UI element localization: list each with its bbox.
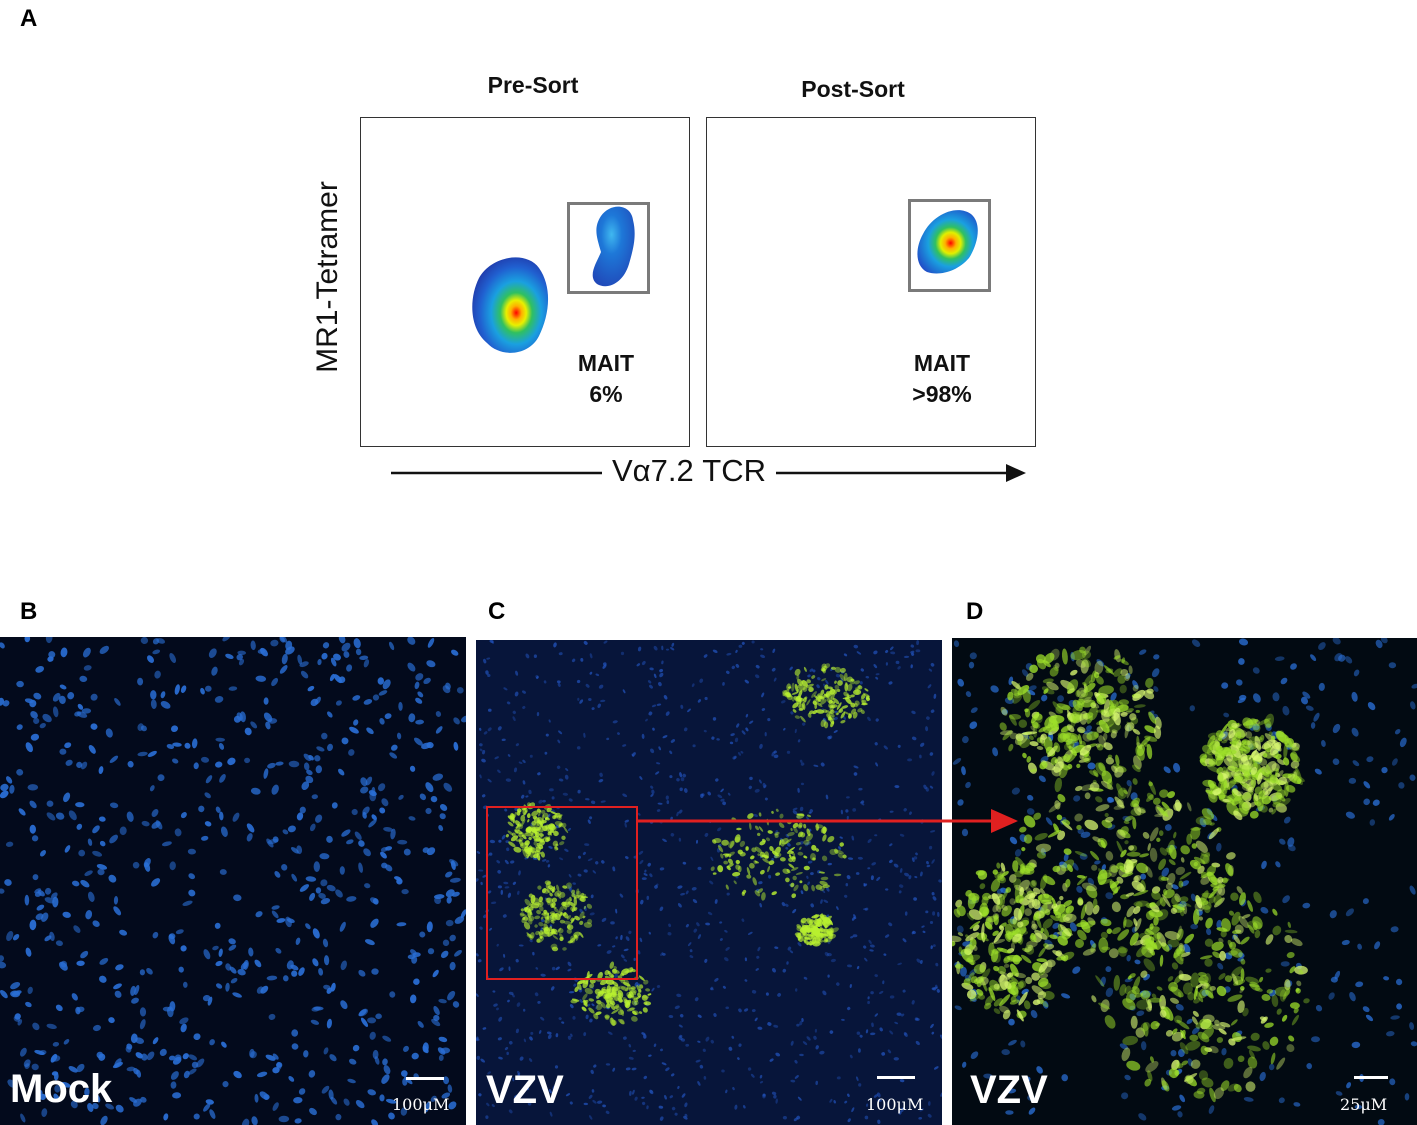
mock-micrograph: Mock 100μM: [0, 637, 466, 1125]
post-sort-density: [917, 210, 978, 274]
pre-sort-density: [472, 206, 635, 353]
mait-population: [592, 206, 635, 287]
vzv-low-label: VZV: [486, 1068, 564, 1112]
post-sort-gate: [908, 199, 991, 292]
mock-scale-bar: [406, 1077, 444, 1080]
pre-sort-title: Pre-Sort: [487, 72, 579, 98]
vzv-low-scale-text: 100μM: [866, 1095, 924, 1114]
x-axis-label: Vα7.2 TCR: [602, 453, 777, 489]
pre-sort-plot: MAIT 6%: [360, 117, 690, 447]
y-axis-label: MR1-Tetramer: [311, 181, 344, 373]
post-sort-plot: MAIT >98%: [706, 117, 1036, 447]
inset-box: [486, 806, 638, 980]
post-sort-mait-value: >98%: [912, 381, 972, 407]
vzv-high-scale-text: 25μM: [1340, 1095, 1388, 1114]
pre-sort-gate: [567, 202, 650, 294]
post-sort-mait-label: MAIT: [913, 350, 971, 376]
mock-nuclei: [0, 637, 466, 1125]
post-sort-title: Post-Sort: [801, 76, 905, 102]
pre-sort-mait-value: 6%: [589, 381, 623, 407]
panel-a-letter: A: [20, 5, 38, 32]
post-sort-mait-text: MAIT >98%: [887, 348, 997, 410]
mock-scale-text: 100μM: [392, 1095, 450, 1114]
panel-b-letter: B: [20, 598, 38, 625]
vzv-micrograph-low: VZV 100μM: [476, 640, 942, 1125]
vzv-high-scale-bar: [1354, 1076, 1388, 1079]
pre-sort-mait-text: MAIT 6%: [551, 348, 661, 410]
post-sort-mait-population: [917, 210, 978, 274]
vzv-micrograph-high: VZV 25μM: [952, 638, 1417, 1125]
panel-c-letter: C: [488, 598, 506, 625]
mock-label: Mock: [10, 1067, 113, 1111]
inset-arrow: [638, 809, 1018, 833]
vzv-high-signal: [952, 638, 1417, 1125]
negative-population: [472, 257, 549, 353]
pre-sort-mait-label: MAIT: [577, 350, 635, 376]
vzv-low-scale-bar: [877, 1076, 915, 1079]
vzv-high-label: VZV: [970, 1068, 1048, 1112]
panel-d-letter: D: [966, 598, 984, 625]
vzv-low-signal: [476, 640, 942, 1124]
